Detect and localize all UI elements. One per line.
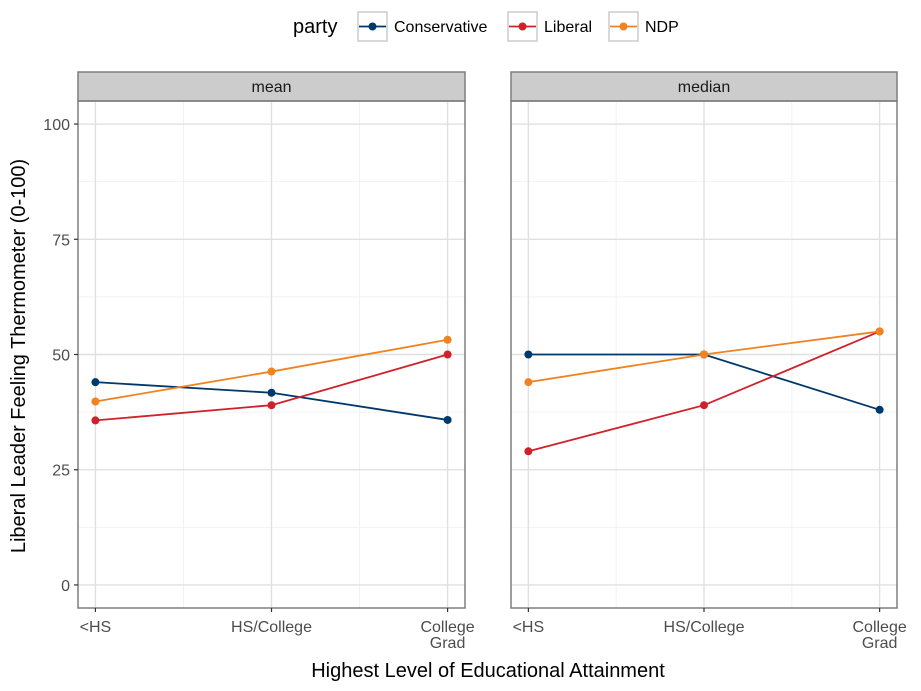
legend-item-conservative: Conservative: [357, 11, 487, 42]
data-point-conservative: [875, 405, 884, 414]
data-point-ndp: [700, 350, 708, 359]
facet-strip-label: median: [678, 79, 730, 96]
x-tick-label: HS/College: [664, 619, 745, 636]
data-point-ndp: [91, 397, 100, 406]
data-point-ndp: [524, 378, 533, 387]
legend-key-point: [368, 22, 377, 31]
data-point-ndp: [875, 327, 884, 336]
facet-strip-label: mean: [251, 79, 291, 96]
facet-panel-mean: mean 0 25 50 75 100 <HS HS/College College Grad: [43, 71, 475, 652]
facet-strip: [510, 71, 898, 102]
data-point-liberal: [443, 350, 452, 359]
facet-strip: [77, 71, 466, 102]
legend-item-ndp: NDP: [608, 11, 679, 42]
legend: party Conservative Liberal NDP: [293, 11, 679, 42]
x-tick-label: College Grad: [852, 619, 906, 652]
data-point-liberal: [267, 401, 276, 410]
x-tick-label: <HS: [80, 619, 112, 636]
y-tick-label: 100: [43, 117, 70, 134]
data-point-conservative: [91, 378, 100, 387]
legend-label: Conservative: [394, 19, 487, 36]
y-tick-label: 0: [61, 578, 70, 595]
data-point-liberal: [524, 447, 533, 456]
data-point-ndp: [267, 367, 276, 376]
legend-label: NDP: [645, 19, 679, 36]
data-point-ndp: [443, 335, 452, 344]
y-axis-title: Liberal Leader Feeling Thermometer (0-10…: [8, 159, 30, 553]
y-tick-label: 25: [52, 463, 70, 480]
x-axis-title: Highest Level of Educational Attainment: [311, 660, 665, 682]
legend-label: Liberal: [544, 19, 592, 36]
data-point-liberal: [91, 416, 100, 425]
data-point-conservative: [443, 415, 452, 424]
data-point-conservative: [524, 350, 533, 359]
data-point-liberal: [700, 401, 708, 410]
x-tick-label: HS/College: [231, 619, 312, 636]
legend-title: party: [293, 16, 337, 38]
legend-item-liberal: Liberal: [507, 11, 592, 42]
data-point-conservative: [267, 388, 276, 397]
y-tick-label: 50: [52, 348, 70, 365]
legend-key-point: [518, 22, 527, 31]
legend-key-point: [619, 22, 628, 31]
x-tick-label: College Grad: [420, 619, 474, 652]
facet-panel-median: median <HS HS/College College Grad: [510, 71, 907, 652]
x-tick-label: <HS: [513, 619, 545, 636]
y-tick-label: 75: [52, 232, 70, 249]
